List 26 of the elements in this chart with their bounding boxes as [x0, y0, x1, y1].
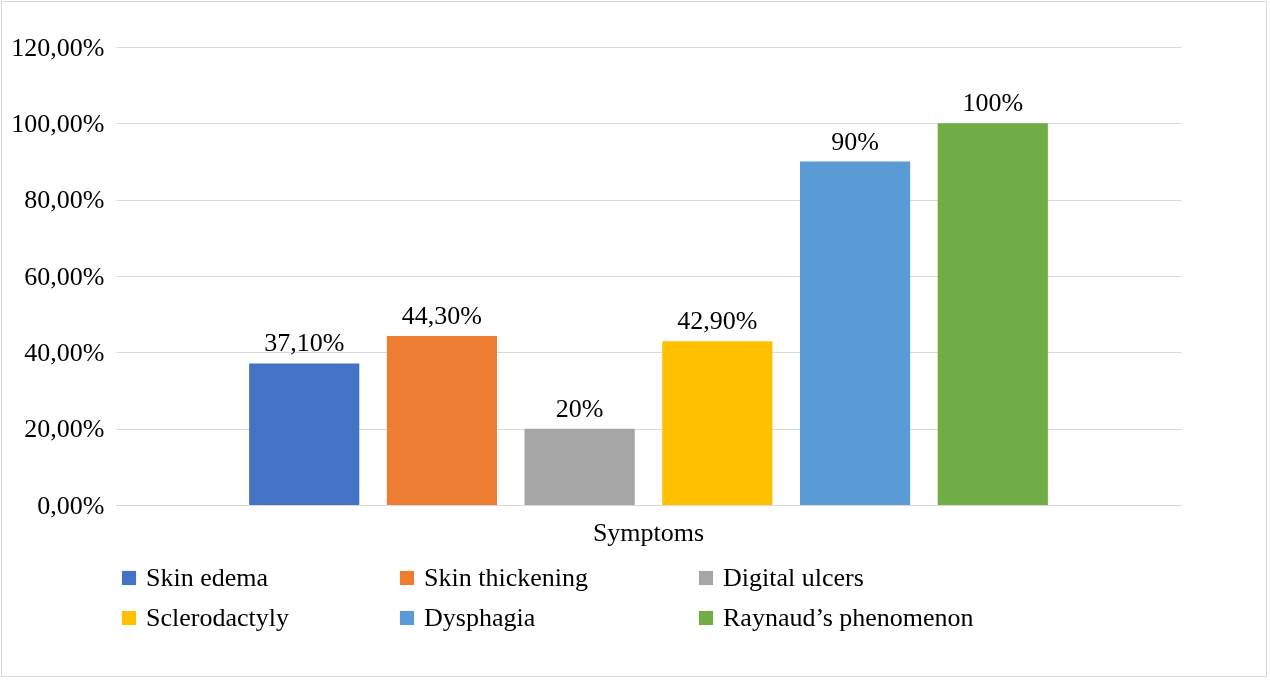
y-tick-label: 100,00% — [11, 108, 105, 138]
data-label: 42,90% — [677, 306, 758, 336]
legend-label: Skin edema — [146, 563, 269, 592]
legend-label: Digital ulcers — [723, 563, 864, 592]
bar — [386, 335, 498, 505]
legend-label: Skin thickening — [424, 563, 588, 592]
data-label: 20% — [555, 393, 604, 423]
bar — [662, 341, 773, 505]
bar — [937, 123, 1048, 505]
data-label: 100% — [962, 88, 1024, 118]
legend-label: Sclerodactyly — [146, 603, 289, 632]
y-tick-label: 80,00% — [24, 185, 105, 215]
legend-label: Raynaud’s phenomenon — [723, 603, 974, 632]
y-tick-label: 120,00% — [11, 32, 105, 62]
bar — [524, 428, 635, 505]
legend-label: Dysphagia — [424, 603, 536, 632]
bar — [799, 161, 911, 505]
y-tick-label: 0,00% — [37, 490, 105, 520]
data-label: 90% — [831, 126, 879, 156]
bar — [249, 363, 360, 505]
y-tick-label: 20,00% — [24, 414, 105, 444]
y-tick-label: 60,00% — [24, 261, 105, 291]
data-label: 37,10% — [264, 328, 345, 358]
y-tick-label: 40,00% — [24, 337, 105, 367]
x-tick-label: Symptoms — [592, 517, 705, 547]
data-label: 44,30% — [401, 300, 483, 330]
